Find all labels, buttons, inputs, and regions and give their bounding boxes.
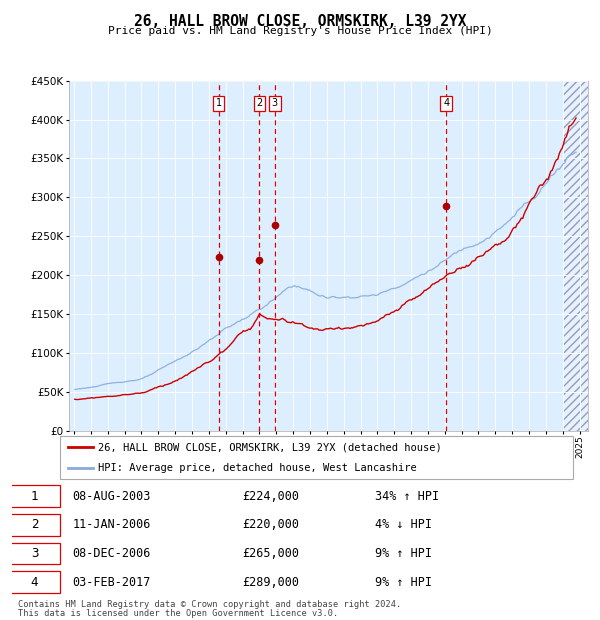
Text: 26, HALL BROW CLOSE, ORMSKIRK, L39 2YX: 26, HALL BROW CLOSE, ORMSKIRK, L39 2YX xyxy=(134,14,466,29)
Text: £224,000: £224,000 xyxy=(242,490,299,503)
FancyBboxPatch shape xyxy=(9,514,60,536)
Text: 1: 1 xyxy=(31,490,38,503)
Bar xyxy=(563,81,588,431)
FancyBboxPatch shape xyxy=(9,485,60,507)
Text: 08-AUG-2003: 08-AUG-2003 xyxy=(73,490,151,503)
Text: 11-JAN-2006: 11-JAN-2006 xyxy=(73,518,151,531)
Text: Contains HM Land Registry data © Crown copyright and database right 2024.: Contains HM Land Registry data © Crown c… xyxy=(18,600,401,609)
Text: 2: 2 xyxy=(31,518,38,531)
Text: 9% ↑ HPI: 9% ↑ HPI xyxy=(375,547,432,560)
Text: 4: 4 xyxy=(443,99,449,108)
Text: £289,000: £289,000 xyxy=(242,575,299,588)
Text: 3: 3 xyxy=(31,547,38,560)
Text: 26, HALL BROW CLOSE, ORMSKIRK, L39 2YX (detached house): 26, HALL BROW CLOSE, ORMSKIRK, L39 2YX (… xyxy=(98,442,442,452)
Text: 2: 2 xyxy=(256,99,263,108)
FancyBboxPatch shape xyxy=(60,436,573,479)
Text: £220,000: £220,000 xyxy=(242,518,299,531)
Text: 34% ↑ HPI: 34% ↑ HPI xyxy=(375,490,439,503)
Text: 3: 3 xyxy=(272,99,278,108)
Text: Price paid vs. HM Land Registry's House Price Index (HPI): Price paid vs. HM Land Registry's House … xyxy=(107,26,493,36)
Text: 1: 1 xyxy=(215,99,222,108)
Text: 03-FEB-2017: 03-FEB-2017 xyxy=(73,575,151,588)
Bar xyxy=(563,81,588,431)
Text: 4% ↓ HPI: 4% ↓ HPI xyxy=(375,518,432,531)
Text: 4: 4 xyxy=(31,575,38,588)
Text: HPI: Average price, detached house, West Lancashire: HPI: Average price, detached house, West… xyxy=(98,463,417,473)
Text: £265,000: £265,000 xyxy=(242,547,299,560)
Text: 9% ↑ HPI: 9% ↑ HPI xyxy=(375,575,432,588)
Text: 08-DEC-2006: 08-DEC-2006 xyxy=(73,547,151,560)
Text: This data is licensed under the Open Government Licence v3.0.: This data is licensed under the Open Gov… xyxy=(18,609,338,619)
FancyBboxPatch shape xyxy=(9,571,60,593)
FancyBboxPatch shape xyxy=(9,542,60,564)
